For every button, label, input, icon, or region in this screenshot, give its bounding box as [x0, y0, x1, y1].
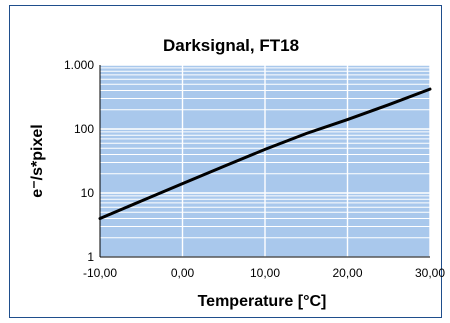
x-tick-label: 0,00: [171, 266, 195, 280]
y-tick-label: 100: [74, 122, 94, 136]
y-tick-labels: 1 10 100 1.000: [64, 58, 94, 264]
x-tick-label: 30,00: [415, 266, 445, 280]
x-tick-labels: -10,00 0,00 10,00 20,00 30,00: [83, 266, 445, 280]
chart-title: Darksignal, FT18: [163, 36, 299, 55]
y-tick-label: 10: [81, 186, 95, 200]
grid-layer: [99, 64, 431, 258]
x-tick-label: 20,00: [332, 266, 362, 280]
x-tick-label: 10,00: [250, 266, 280, 280]
y-tick-label: 1.000: [64, 58, 94, 72]
y-axis-title: e⁻/s*pixel: [29, 124, 46, 197]
series-layer: [98, 87, 432, 220]
x-tick-label: -10,00: [83, 266, 117, 280]
y-tick-label: 1: [87, 250, 94, 264]
series-line: [98, 87, 432, 220]
x-axis-title: Temperature [°C]: [198, 293, 327, 310]
